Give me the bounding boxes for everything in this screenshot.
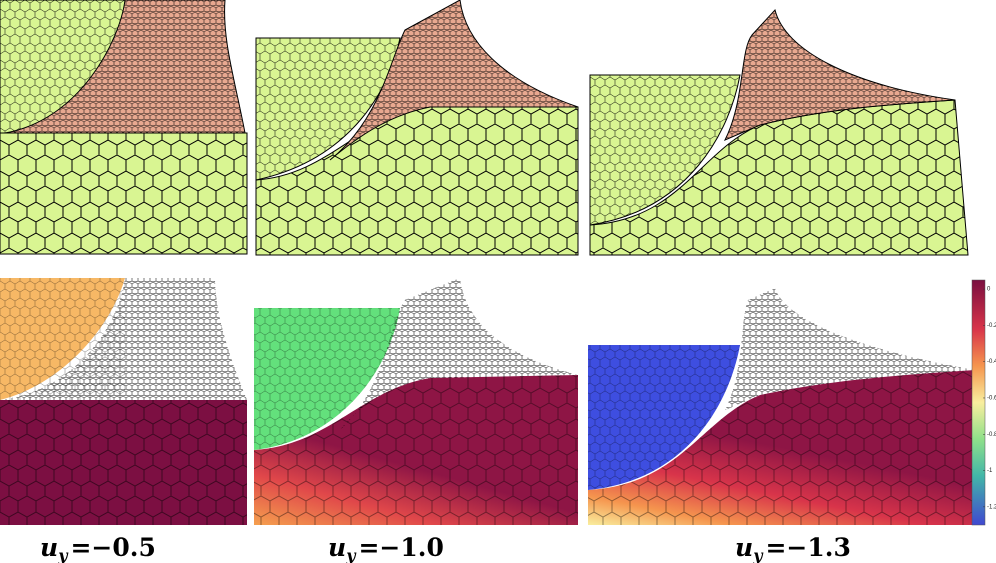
wedge bbox=[340, 278, 578, 430]
panel-top-2 bbox=[255, 0, 579, 256]
mesh bbox=[0, 132, 248, 255]
label-var: u bbox=[735, 533, 753, 562]
panel-label: uy =−0.5 bbox=[40, 533, 156, 563]
mesh bbox=[329, 0, 579, 161]
colorbar-tick-label: -1.2 bbox=[987, 504, 996, 510]
label-value: =−0.5 bbox=[70, 533, 155, 562]
colorbar-gradient bbox=[971, 279, 986, 526]
mesh bbox=[589, 74, 741, 226]
mesh bbox=[4, 0, 246, 134]
mesh bbox=[723, 8, 956, 141]
panel-bottom-1 bbox=[0, 278, 247, 525]
panel-top-1 bbox=[0, 0, 248, 255]
panel-label: uy =−1.3 bbox=[735, 533, 851, 563]
mesh bbox=[254, 308, 400, 450]
wedge bbox=[725, 288, 975, 410]
label-value: =−1.0 bbox=[358, 533, 443, 562]
panel-label: uy =−1.0 bbox=[328, 533, 444, 563]
mesh bbox=[0, 400, 247, 525]
panel-bottom-2 bbox=[254, 278, 578, 525]
label-var: u bbox=[40, 533, 58, 562]
colorbar-tick-label: 0 bbox=[987, 287, 991, 293]
mesh bbox=[588, 345, 740, 490]
label-value: =−1.3 bbox=[765, 533, 850, 562]
wedge bbox=[0, 278, 247, 400]
colorbar-tick-label: -0.2 bbox=[987, 323, 996, 329]
label-var: u bbox=[328, 533, 346, 562]
colorbar-tick-label: -1 bbox=[987, 468, 993, 474]
colorbar-tick-label: -0.8 bbox=[987, 432, 996, 438]
label-sub: y bbox=[57, 546, 69, 563]
mesh bbox=[254, 375, 578, 525]
mesh bbox=[588, 370, 975, 525]
panel-top-3 bbox=[589, 8, 969, 256]
panel-bottom-3 bbox=[588, 288, 975, 525]
colorbar: 0 -0.2 -0.4 -0.6 -0.8 -1 -1.2 bbox=[971, 279, 996, 526]
colorbar-tick-label: -0.6 bbox=[987, 396, 996, 402]
colorbar-tick-label: -0.4 bbox=[987, 359, 996, 365]
label-sub: y bbox=[752, 546, 764, 563]
label-sub: y bbox=[345, 546, 357, 563]
